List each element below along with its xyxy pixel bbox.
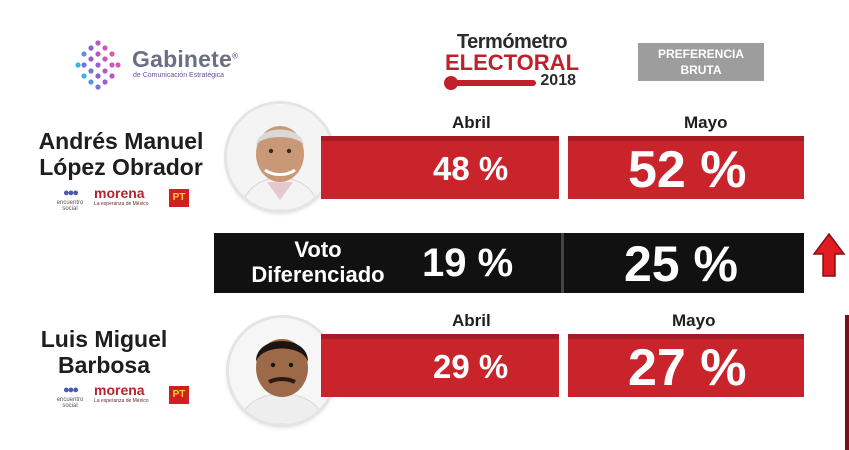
brand-name: Gabinete® — [132, 46, 239, 72]
gabinete-logo-icon — [68, 36, 126, 94]
split-vote-bar: Voto Diferenciado 19 % 25 % — [214, 233, 804, 293]
encuentro-sub: social — [62, 206, 78, 212]
candidate-1-avatar — [227, 104, 333, 210]
candidate-1-name-line2: López Obrador — [39, 154, 203, 180]
thermo-year: 2018 — [540, 72, 576, 89]
encuentro-dots-icon: ●●● — [63, 187, 79, 199]
pt-logo: PT — [169, 386, 189, 404]
thermo-title-line1: Termómetro — [456, 31, 568, 53]
candidate-2-may-bar: 27 % — [568, 334, 804, 397]
candidate-1-april-bar: 48 % — [321, 136, 559, 199]
morena-logo: morena La esperanza de México — [94, 185, 164, 208]
candidate-1-april-label: Abril — [452, 113, 491, 132]
candidate-2-april-value: 29 % — [433, 348, 509, 385]
candidate-1-may-label: Mayo — [684, 113, 728, 132]
candidate-2-name-line2: Barbosa — [57, 352, 151, 378]
encuentro-label: encuentro — [56, 397, 84, 403]
split-vote-label: Voto Diferenciado — [238, 237, 398, 287]
candidate-2-may-label: Mayo — [672, 311, 716, 330]
morena-sub: La esperanza de México — [94, 201, 149, 207]
encuentro-social-logo: ●●● encuentro social — [54, 383, 86, 409]
morena-logo: morena La esperanza de México — [94, 382, 164, 405]
pref-line2: BRUTA — [680, 63, 722, 77]
candidate-2-name: Luis Miguel Barbosa — [28, 326, 180, 378]
pref-line1: PREFERENCIA — [657, 47, 744, 61]
candidate-2-may-value: 27 % — [628, 339, 747, 397]
split-vote-divider — [561, 233, 564, 293]
split-vote-label-line2: Diferenciado — [251, 262, 385, 287]
candidate-2-april-label: Abril — [452, 311, 491, 330]
split-vote-april-value: 19 % — [422, 241, 514, 285]
candidate-1-april-value: 48 % — [433, 150, 509, 187]
morena-label: morena — [94, 382, 145, 398]
encuentro-social-logo: ●●● encuentro social — [54, 186, 86, 212]
morena-label: morena — [94, 185, 145, 201]
pt-logo: PT — [169, 189, 189, 207]
arrow-up-icon — [812, 232, 846, 278]
candidate-2-name-line1: Luis Miguel — [40, 326, 168, 352]
split-vote-label-line1: Voto — [294, 237, 342, 262]
encuentro-sub: social — [62, 403, 78, 409]
encuentro-dots-icon: ●●● — [63, 384, 79, 396]
encuentro-label: encuentro — [56, 200, 84, 206]
thermometer-bulb-icon — [444, 76, 458, 90]
brand-subtitle: de Comunicación Estratégica — [133, 72, 225, 79]
candidate-1-may-value: 52 % — [628, 141, 747, 199]
candidate-1-name-line1: Andrés Manuel — [38, 128, 204, 154]
thermo-title-line2: ELECTORAL — [444, 50, 580, 75]
split-vote-may-value: 25 % — [624, 236, 738, 292]
candidate-2-april-bar: 29 % — [321, 334, 559, 397]
candidate-1-may-bar: 52 % — [568, 136, 804, 199]
morena-sub: La esperanza de México — [94, 398, 149, 404]
preferencia-bruta-badge: PREFERENCIA BRUTA — [638, 43, 764, 81]
thermometer-icon — [448, 80, 536, 86]
candidate-1-name: Andrés Manuel López Obrador — [26, 128, 216, 180]
candidate-2-avatar — [229, 318, 335, 424]
edge-accent — [845, 315, 849, 450]
termometro-electoral-logo: Termómetro ELECTORAL 2018 — [442, 32, 582, 90]
